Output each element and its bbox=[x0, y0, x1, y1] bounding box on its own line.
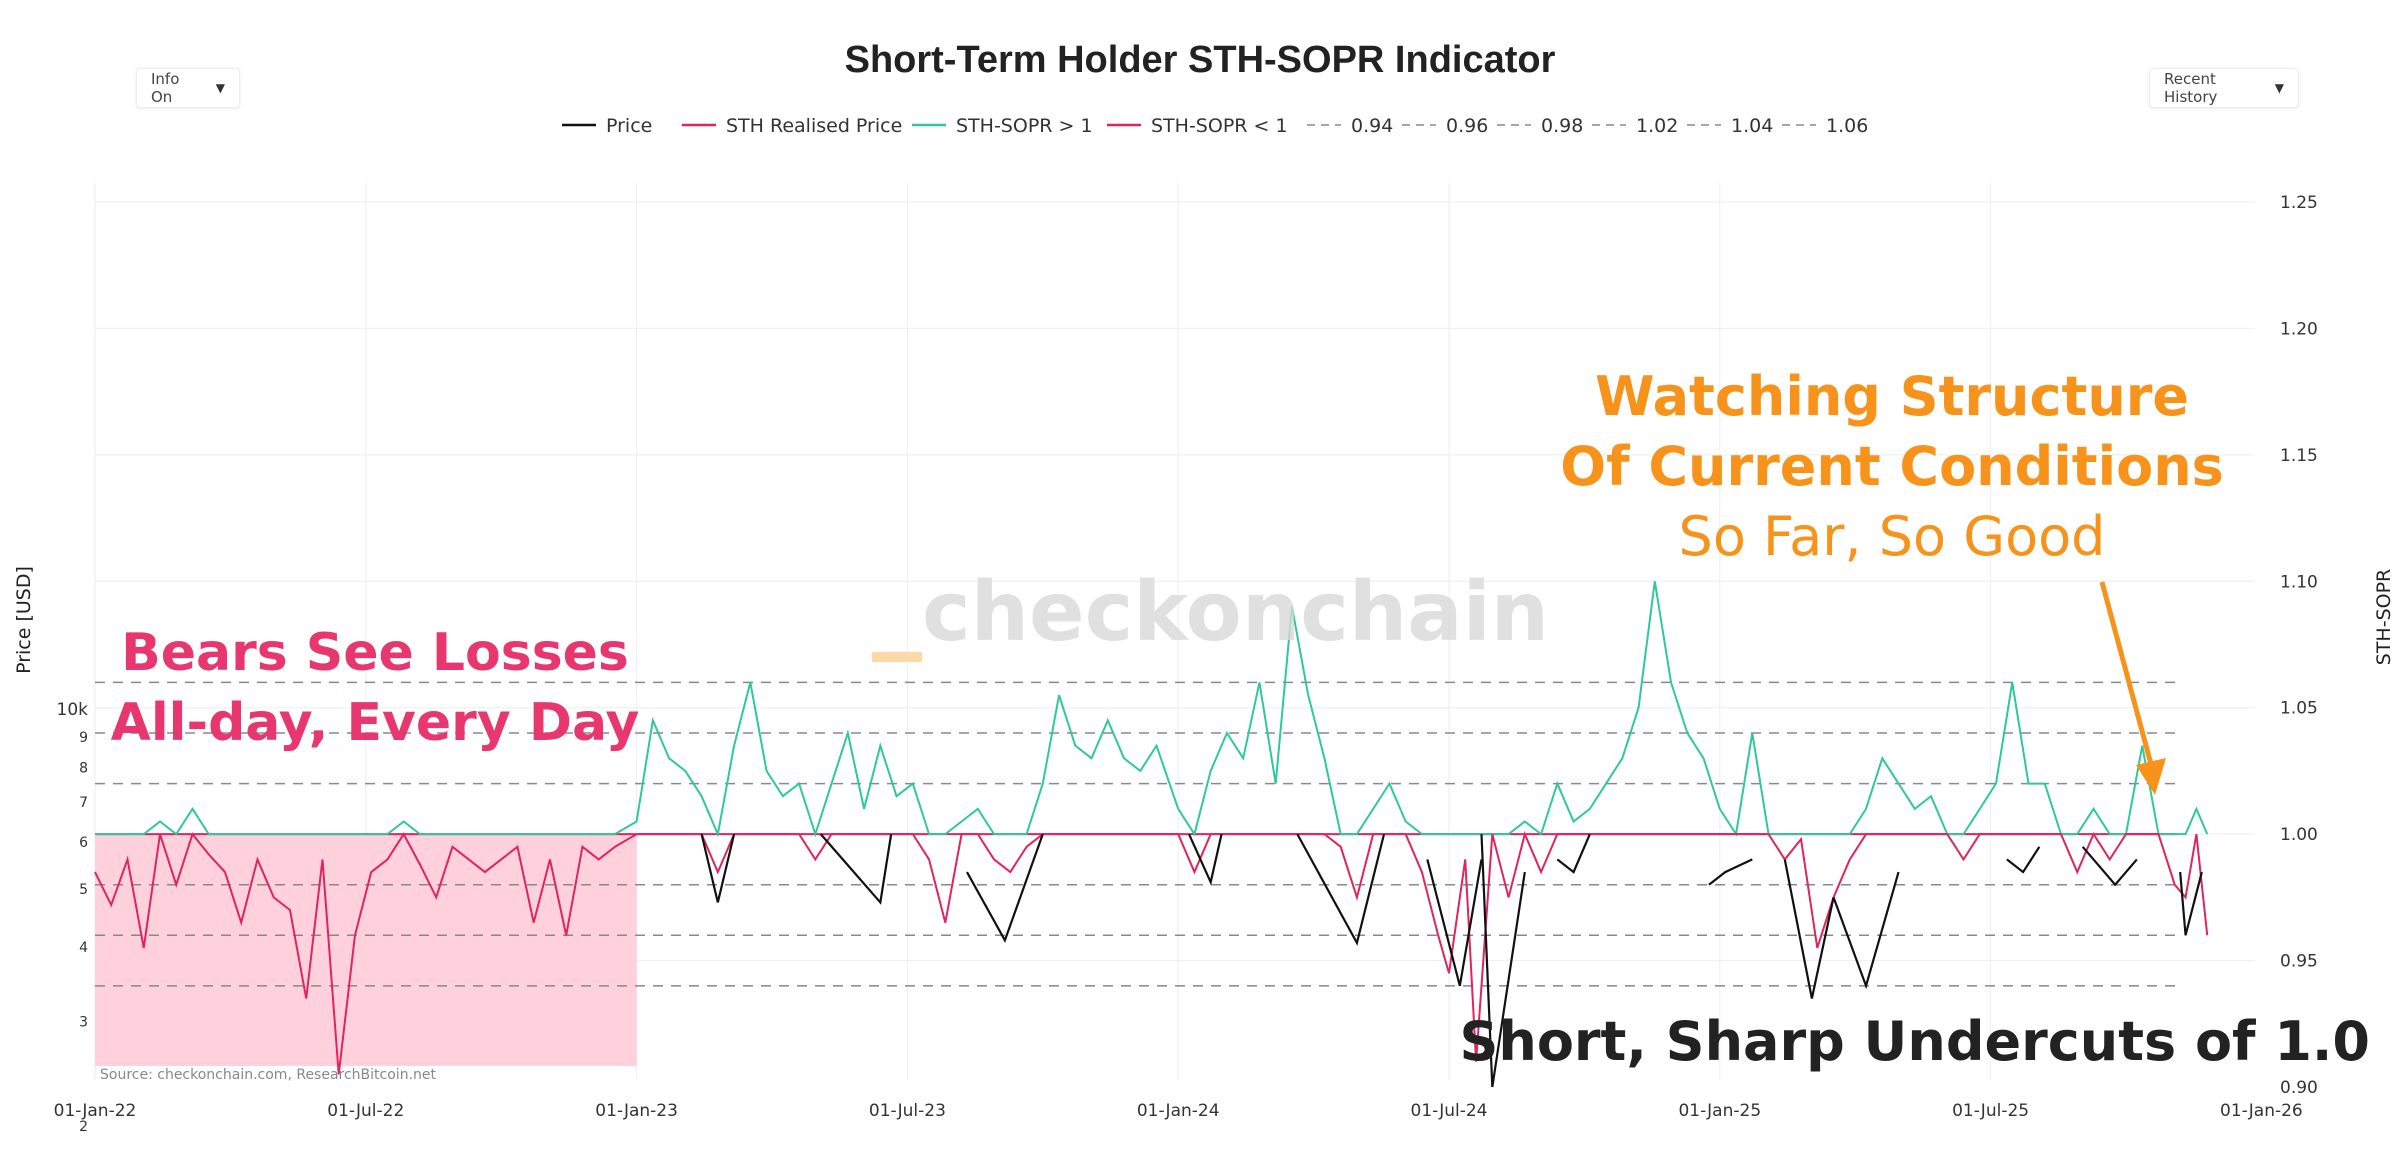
undercut-mark bbox=[2006, 846, 2041, 874]
legend-item[interactable]: STH-SOPR > 1 bbox=[912, 115, 1093, 137]
x-tick-label: 01-Jan-25 bbox=[1678, 1101, 1761, 1121]
legend-item[interactable]: 0.96 bbox=[1402, 115, 1488, 137]
price-tick-label: 2 bbox=[79, 1119, 88, 1135]
history-dropdown-label: Recent History bbox=[2164, 70, 2218, 106]
legend-label: 0.98 bbox=[1541, 115, 1583, 137]
annotation-watch-line2: Of Current Conditions bbox=[1560, 435, 2224, 498]
chevron-down-icon: ▼ bbox=[215, 81, 225, 95]
sopr-tick-label: 0.90 bbox=[2280, 1078, 2318, 1098]
watermark-bar bbox=[872, 652, 922, 662]
price-tick-label: 9 bbox=[79, 730, 88, 746]
sopr-above-1-line bbox=[95, 581, 2209, 838]
source-note: Source: checkonchain.com, ResearchBitcoi… bbox=[100, 1067, 437, 1083]
legend-label: 1.02 bbox=[1636, 115, 1678, 137]
price-tick-label: 3 bbox=[79, 1014, 88, 1030]
shaded-bear-region bbox=[95, 834, 637, 1066]
undercut-mark bbox=[1708, 858, 1753, 886]
legend-label: Price bbox=[606, 115, 652, 137]
undercut-mark bbox=[819, 833, 893, 905]
legend-item[interactable]: 1.06 bbox=[1782, 115, 1868, 137]
legend-item[interactable]: STH Realised Price bbox=[682, 115, 902, 137]
x-tick-label: 01-Jan-23 bbox=[595, 1101, 678, 1121]
annotation-bears-line2: All-day, Every Day bbox=[111, 693, 640, 753]
sopr-axis: 1.25 1.20 1.15 1.10 1.05 1.00 0.95 0.90 bbox=[2280, 193, 2318, 1098]
legend-label: 1.04 bbox=[1731, 115, 1773, 137]
annotation-watch-line1: Watching Structure bbox=[1595, 365, 2189, 428]
undercut-mark bbox=[1480, 834, 1526, 1088]
legend: Price STH Realised Price STH-SOPR > 1 STH-S… bbox=[562, 115, 1868, 137]
price-axis: 100k9876543210k98765432 bbox=[57, 700, 89, 1135]
info-dropdown-label: Info On bbox=[151, 70, 180, 106]
legend-label: STH Realised Price bbox=[726, 115, 902, 137]
x-tick-label: 01-Jul-24 bbox=[1411, 1101, 1488, 1121]
legend-item[interactable]: 1.04 bbox=[1687, 115, 1773, 137]
legend-label: STH-SOPR < 1 bbox=[1151, 115, 1288, 137]
legend-item[interactable]: Price bbox=[562, 115, 652, 137]
sopr-tick-label: 1.05 bbox=[2280, 699, 2318, 719]
undercut-mark bbox=[1426, 859, 1483, 987]
price-tick-label: 6 bbox=[79, 835, 88, 851]
price-tick-label: 8 bbox=[79, 761, 88, 777]
undercut-marks bbox=[700, 833, 2203, 1088]
annotation-watch-line3: So Far, So Good bbox=[1679, 505, 2106, 568]
history-dropdown[interactable]: Recent History ▼ bbox=[2149, 68, 2299, 108]
sopr-tick-label: 1.10 bbox=[2280, 572, 2318, 592]
annotation-bears: Bears See Losses All-day, Every Day bbox=[111, 623, 640, 753]
info-dropdown[interactable]: Info On ▼ bbox=[136, 68, 240, 108]
legend-item[interactable]: STH-SOPR < 1 bbox=[1107, 115, 1288, 137]
undercut-mark bbox=[1783, 859, 1835, 999]
y-left-label: Price [USD] bbox=[13, 566, 35, 674]
sopr-below-1-line bbox=[94, 831, 2209, 1075]
undercut-mark bbox=[1296, 833, 1386, 946]
legend-label: 1.06 bbox=[1826, 115, 1868, 137]
sopr-tick-label: 1.00 bbox=[2280, 825, 2318, 845]
y-right-label: STH-SOPR bbox=[2373, 569, 2395, 665]
undercut-mark bbox=[700, 833, 736, 903]
sopr-lines bbox=[94, 581, 2209, 1075]
watermark: checkonchain bbox=[872, 565, 1549, 662]
sopr-tick-label: 1.25 bbox=[2280, 193, 2318, 213]
x-axis: 01-Jan-22 01-Jul-22 01-Jan-23 01-Jul-23 01-J… bbox=[54, 1101, 2303, 1121]
chart-title: Short-Term Holder STH-SOPR Indicator bbox=[845, 39, 1556, 81]
price-tick-label: 5 bbox=[79, 882, 88, 898]
x-tick-label: 01-Jul-22 bbox=[327, 1101, 404, 1121]
x-tick-label: 01-Jan-22 bbox=[54, 1101, 137, 1121]
sopr-tick-label: 1.20 bbox=[2280, 319, 2318, 339]
x-tick-label: 01-Jul-25 bbox=[1952, 1101, 2029, 1121]
x-tick-label: 01-Jul-23 bbox=[869, 1101, 946, 1121]
legend-label: 0.96 bbox=[1446, 115, 1488, 137]
legend-item[interactable]: 0.98 bbox=[1497, 115, 1583, 137]
undercut-mark bbox=[2081, 846, 2138, 887]
annotation-arrow bbox=[2099, 581, 2166, 795]
price-tick-label: 10k bbox=[57, 700, 89, 720]
annotation-undercuts: Short, Sharp Undercuts of 1.0 bbox=[1459, 1010, 2370, 1073]
legend-item[interactable]: 0.94 bbox=[1307, 115, 1393, 137]
sopr-tick-label: 0.95 bbox=[2280, 952, 2318, 972]
legend-item[interactable]: 1.02 bbox=[1592, 115, 1678, 137]
undercut-mark bbox=[1188, 833, 1223, 886]
annotation-bears-line1: Bears See Losses bbox=[121, 623, 629, 683]
watermark-text: checkonchain bbox=[922, 565, 1549, 660]
legend-label: 0.94 bbox=[1351, 115, 1393, 137]
price-tick-label: 7 bbox=[79, 795, 88, 811]
price-tick-label: 4 bbox=[79, 940, 88, 956]
undercut-mark bbox=[1832, 871, 1900, 990]
undercut-mark bbox=[966, 833, 1044, 944]
legend-label: STH-SOPR > 1 bbox=[956, 115, 1093, 137]
x-tick-label: 01-Jan-26 bbox=[2220, 1101, 2303, 1121]
x-tick-label: 01-Jan-24 bbox=[1137, 1101, 1220, 1121]
annotation-watch: Watching Structure Of Current Conditions… bbox=[1560, 365, 2224, 568]
sopr-tick-label: 1.15 bbox=[2280, 446, 2318, 466]
undercut-mark bbox=[1556, 833, 1591, 874]
undercut-mark bbox=[2179, 871, 2203, 936]
chevron-down-icon: ▼ bbox=[2274, 81, 2284, 95]
